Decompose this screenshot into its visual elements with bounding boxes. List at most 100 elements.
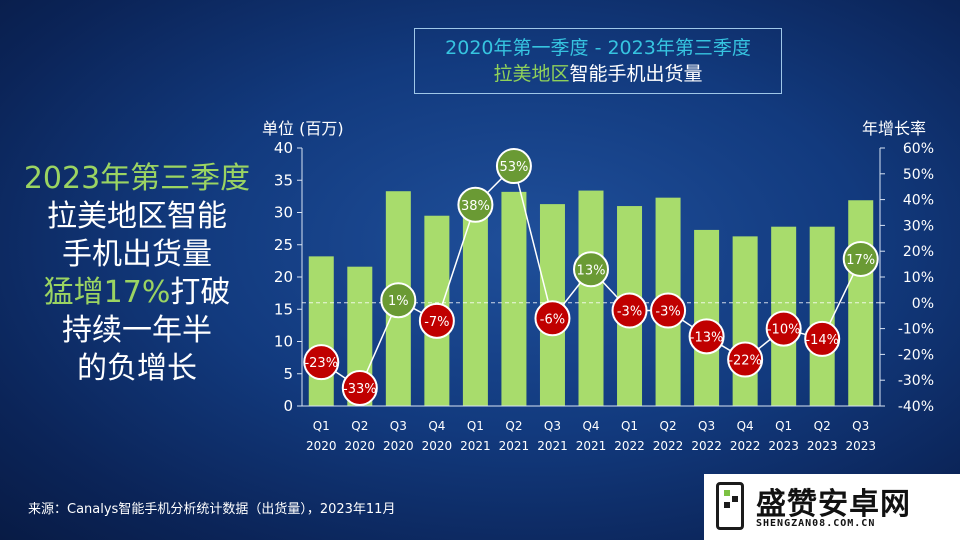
x-tick-label-year: 2020	[306, 439, 337, 453]
growth-point	[341, 369, 378, 406]
bar	[578, 190, 604, 406]
chart-title-subject: 拉美地区智能手机出货量	[415, 61, 781, 87]
chart-title-box: 2020年第一季度 - 2023年第三季度 拉美地区智能手机出货量	[414, 28, 782, 94]
y2-tick-label: 0%	[912, 296, 934, 312]
growth-label: -33%	[343, 382, 377, 397]
y-tick-label: 35	[274, 171, 293, 189]
x-tick-label-quarter: Q1	[621, 419, 638, 433]
growth-point	[457, 186, 494, 223]
x-tick-label-year: 2021	[460, 439, 491, 453]
growth-point	[534, 300, 571, 337]
growth-point	[688, 318, 725, 355]
headline-growth-highlight: 猛增17%	[43, 275, 171, 310]
logo-name: 盛赞安卓网	[756, 487, 911, 522]
y2-tick-label: 10%	[903, 270, 934, 286]
bar	[732, 236, 758, 406]
growth-label: 13%	[577, 263, 606, 278]
growth-label: -3%	[655, 305, 680, 320]
growth-label: -13%	[690, 330, 724, 345]
x-tick-label-quarter: Q3	[544, 419, 561, 433]
y2-tick-label: -20%	[898, 347, 934, 363]
x-tick-label-quarter: Q4	[737, 419, 754, 433]
y-axis-label: 单位 (百万)	[262, 119, 344, 138]
x-tick-label-year: 2023	[807, 439, 838, 453]
y-tick-label: 5	[283, 365, 293, 383]
x-tick-label-quarter: Q4	[582, 419, 599, 433]
growth-point	[727, 341, 764, 378]
x-tick-label-quarter: Q1	[467, 419, 484, 433]
growth-label: -7%	[424, 315, 449, 330]
chart-title-region: 拉美地区	[493, 63, 570, 85]
x-tick-label-year: 2022	[653, 439, 684, 453]
y2-tick-label: -10%	[898, 322, 934, 338]
x-tick-label-quarter: Q3	[390, 419, 407, 433]
y-tick-label: 20	[274, 268, 293, 286]
y-tick-label: 25	[274, 236, 293, 254]
x-tick-label-year: 2022	[691, 439, 722, 453]
x-tick-label-quarter: Q2	[814, 419, 831, 433]
y-tick-label: 15	[274, 300, 293, 318]
y2-tick-label: -30%	[898, 373, 934, 389]
x-tick-label-quarter: Q2	[660, 419, 677, 433]
logo-dot-icon	[724, 502, 730, 508]
growth-point	[842, 240, 879, 277]
x-tick-label-year: 2022	[614, 439, 645, 453]
y2-tick-label: 30%	[903, 218, 934, 234]
growth-point	[650, 292, 687, 329]
growth-label: -14%	[805, 333, 839, 348]
growth-point	[804, 320, 841, 357]
headline-line-3: 手机出货量	[62, 237, 212, 272]
headline-line-2: 拉美地区智能	[47, 199, 227, 234]
growth-label: -3%	[617, 305, 642, 320]
y-tick-label: 40	[274, 139, 293, 157]
growth-point	[495, 148, 532, 185]
headline-text: 2023年第三季度 拉美地区智能 手机出货量 猛增17%打破 持续一年半 的负增…	[6, 160, 268, 388]
growth-point	[573, 251, 609, 288]
growth-label: -6%	[540, 312, 565, 327]
growth-label: 53%	[499, 160, 528, 175]
x-tick-label-year: 2020	[383, 439, 414, 453]
chart-title-metric: 智能手机出货量	[569, 63, 703, 85]
headline-line-4-rest: 打破	[170, 275, 231, 310]
y2-tick-label: 20%	[903, 244, 934, 260]
x-tick-label-year: 2021	[499, 439, 530, 453]
growth-label: -10%	[767, 323, 801, 338]
x-tick-label-quarter: Q4	[428, 419, 445, 433]
y-tick-label: 30	[274, 204, 293, 222]
headline-line-6: 的负增长	[77, 351, 197, 386]
x-tick-label-quarter: Q3	[852, 419, 869, 433]
growth-label: -23%	[304, 356, 338, 371]
growth-point	[765, 310, 802, 347]
y-tick-label: 10	[274, 333, 293, 351]
logo-dot-icon	[732, 496, 738, 502]
x-tick-label-year: 2020	[345, 439, 376, 453]
chart-title-period: 2020年第一季度 - 2023年第三季度	[445, 37, 751, 59]
x-tick-label-year: 2021	[537, 439, 568, 453]
bar	[308, 256, 334, 406]
y2-tick-label: 50%	[903, 167, 934, 183]
bar	[694, 229, 720, 406]
y2-tick-label: 40%	[903, 193, 934, 209]
bar	[501, 191, 527, 406]
x-tick-label-quarter: Q2	[351, 419, 368, 433]
bar	[462, 198, 488, 406]
y-tick-label: 0	[283, 397, 293, 415]
y2-tick-label: 60%	[903, 141, 934, 157]
source-note: 来源：Canalys智能手机分析统计数据（出货量），2023年11月	[28, 502, 396, 517]
y2-tick-label: -40%	[898, 399, 934, 415]
logo-dot-icon	[724, 490, 730, 496]
x-tick-label-year: 2021	[576, 439, 607, 453]
x-tick-label-quarter: Q1	[313, 419, 330, 433]
phone-icon	[716, 482, 744, 530]
growth-label: 38%	[461, 199, 490, 214]
growth-point	[380, 282, 417, 319]
site-logo: 盛赞安卓网 SHENGZAN08.COM.CN	[704, 474, 960, 540]
x-tick-label-year: 2022	[730, 439, 761, 453]
growth-point	[303, 344, 340, 381]
growth-point	[611, 292, 648, 329]
growth-label: -22%	[728, 354, 762, 369]
logo-url: SHENGZAN08.COM.CN	[756, 518, 876, 529]
x-tick-label-quarter: Q2	[505, 419, 522, 433]
x-tick-label-quarter: Q1	[775, 419, 792, 433]
x-tick-label-year: 2023	[845, 439, 876, 453]
